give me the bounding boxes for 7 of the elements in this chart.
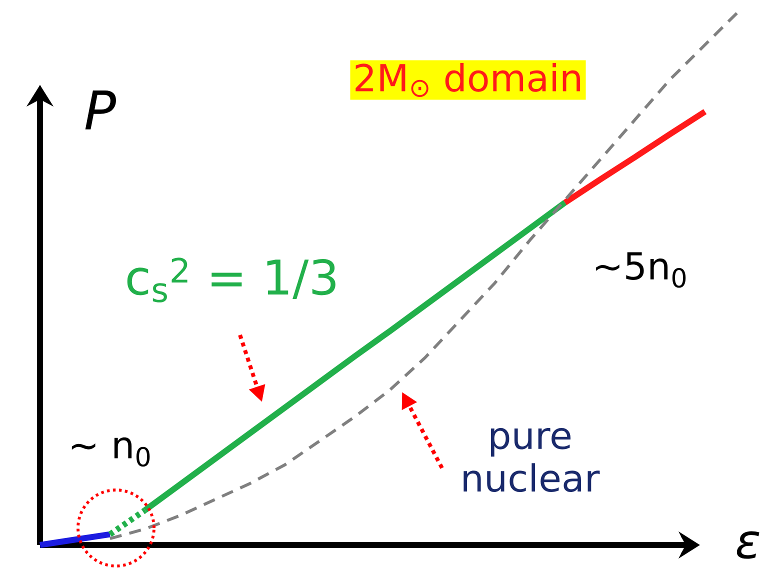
annotation: 2M$_{⊙}$ domain [356,62,580,98]
annotation: ~ n$_{0}$ [72,437,150,467]
x-axis-title: ε [736,531,760,559]
annotation: pure nuclear [464,428,600,492]
annotation: ~5n$_{0}$ [596,252,686,288]
y-axis-title: P [85,90,116,130]
annotation: c$_{s}$$^{2}$ = 1/3 [127,258,336,302]
